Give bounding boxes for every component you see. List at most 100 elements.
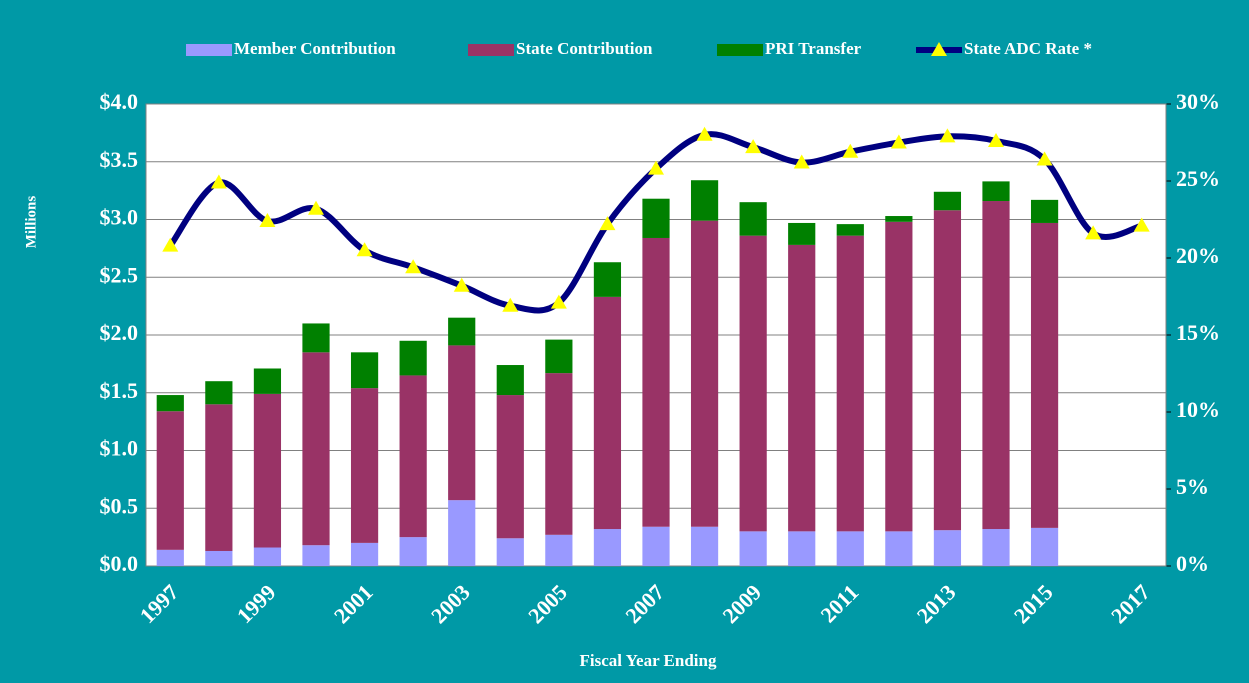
bar-segment: [982, 181, 1010, 202]
x-tick-label: 2017: [1106, 579, 1155, 628]
bar-segment: [496, 538, 524, 566]
bar-segment: [593, 262, 622, 297]
y-tick-label: $0.0: [100, 551, 139, 576]
bar-segment: [448, 500, 476, 566]
bar-segment: [593, 296, 622, 530]
marker: [988, 132, 1004, 147]
bar-segment: [982, 201, 1010, 530]
marker: [1036, 151, 1053, 166]
marker: [405, 259, 422, 274]
bar-segment: [885, 221, 913, 532]
bar-segment: [545, 534, 573, 566]
x-tick-label: 2009: [717, 579, 766, 628]
bar-segment: [205, 404, 233, 551]
y2-tick-label: 5%: [1176, 474, 1209, 499]
marker: [793, 154, 810, 169]
marker: [648, 160, 664, 175]
y2-tick-label: 15%: [1176, 320, 1220, 345]
bar-segment: [933, 210, 962, 531]
legend-swatch: [468, 44, 514, 56]
bar-segment: [933, 191, 962, 211]
bar-segment: [156, 395, 184, 412]
y2-tick-label: 0%: [1176, 551, 1209, 576]
x-tick-label: 1997: [135, 579, 184, 628]
bar-segment: [545, 339, 573, 374]
x-tick-label: 2005: [523, 579, 572, 628]
y2-tick-label: 10%: [1176, 397, 1220, 422]
bar-segment: [739, 202, 767, 236]
bar-segment: [690, 180, 719, 221]
bar-segment: [836, 224, 864, 236]
bar-segment: [350, 542, 379, 566]
marker: [259, 213, 276, 228]
legend-swatch: [186, 44, 232, 56]
bar-segment: [205, 550, 233, 566]
bar-segment: [739, 531, 767, 566]
bar-segment: [496, 365, 524, 396]
y-tick-label: $1.0: [100, 436, 139, 461]
y-tick-label: $4.0: [100, 89, 139, 114]
bar-segment: [1030, 527, 1059, 566]
bar-segment: [205, 381, 233, 405]
x-tick-label: 2007: [620, 579, 669, 628]
bar-segment: [545, 373, 573, 535]
bar-segment: [788, 244, 816, 532]
y-tick-label: $3.5: [100, 147, 139, 172]
bar-segment: [302, 545, 330, 566]
bar-segment: [302, 323, 330, 353]
bar-segment: [350, 388, 379, 543]
x-tick-label: 2003: [426, 579, 475, 628]
x-tick-label: 2013: [912, 579, 961, 628]
legend-marker: [931, 42, 947, 56]
bar-segment: [593, 529, 622, 566]
legend-label: Member Contribution: [234, 39, 396, 58]
bar-segment: [1030, 199, 1059, 223]
marker: [939, 128, 956, 143]
y-axis-label: Millions: [23, 196, 39, 249]
marker: [1085, 225, 1102, 240]
bar-segment: [788, 222, 816, 245]
bar-segment: [156, 411, 184, 550]
y-tick-label: $1.5: [100, 378, 139, 403]
bar-segment: [836, 235, 864, 532]
marker: [210, 174, 227, 189]
bar-segment: [885, 216, 913, 222]
bar-segment: [253, 393, 282, 548]
bar-segment: [253, 368, 282, 394]
x-tick-label: 1999: [232, 579, 281, 628]
bar-segment: [885, 531, 913, 566]
bar-segment: [690, 526, 719, 566]
bar-segment: [156, 549, 184, 566]
y-tick-label: $0.5: [100, 493, 139, 518]
x-axis-label: Fiscal Year Ending: [580, 651, 717, 670]
bar-segment: [933, 530, 962, 566]
legend-swatch: [717, 44, 763, 56]
bar-segment: [302, 352, 330, 546]
x-tick-label: 2015: [1009, 579, 1058, 628]
marker: [550, 294, 567, 309]
bar-segment: [982, 529, 1010, 566]
marker: [356, 242, 373, 257]
legend-label: PRI Transfer: [765, 39, 862, 58]
y2-tick-label: 20%: [1176, 243, 1220, 268]
marker: [890, 134, 907, 149]
marker: [745, 139, 762, 154]
y-tick-label: $2.0: [100, 320, 139, 345]
marker: [842, 143, 859, 158]
y-tick-label: $3.0: [100, 205, 139, 230]
legend-label: State Contribution: [516, 39, 653, 58]
y2-tick-label: 30%: [1176, 89, 1220, 114]
y-tick-label: $2.5: [100, 262, 139, 287]
bar-segment: [788, 531, 816, 566]
bar-segment: [642, 526, 670, 566]
bar-segment: [399, 340, 427, 376]
bar-segment: [399, 375, 427, 538]
bar-segment: [253, 547, 282, 566]
x-tick-label: 2001: [329, 579, 378, 628]
marker: [162, 237, 179, 252]
y2-tick-label: 25%: [1176, 166, 1220, 191]
marker: [453, 277, 470, 292]
bar-segment: [496, 395, 524, 539]
